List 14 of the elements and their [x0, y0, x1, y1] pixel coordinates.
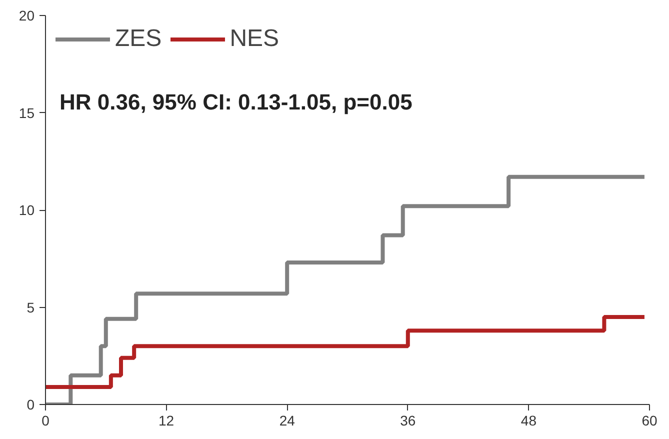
y-tick-label: 20: [18, 8, 35, 24]
x-tick-label: 24: [279, 412, 296, 428]
legend-label: ZES: [115, 25, 162, 53]
x-tick-label: 60: [642, 412, 658, 428]
x-tick-label: 48: [520, 412, 537, 428]
x-tick-label: 36: [400, 412, 416, 428]
x-tick-label: 0: [42, 412, 50, 428]
annotation: HR 0.36, 95% CI: 0.13-1.05, p=0.05: [60, 90, 412, 114]
legend-label: NES: [230, 25, 280, 53]
y-tick-label: 5: [26, 299, 35, 316]
y-tick-label: 15: [18, 104, 35, 121]
y-tick-label: 0: [26, 396, 35, 412]
x-tick-label: 12: [158, 412, 174, 428]
y-tick-label: 10: [18, 202, 35, 218]
